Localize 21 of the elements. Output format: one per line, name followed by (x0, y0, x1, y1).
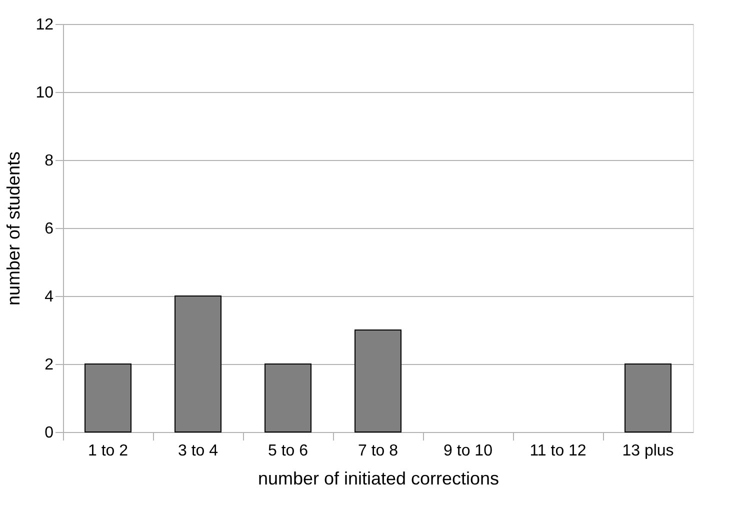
bar (264, 364, 312, 432)
y-tick-label: 4 (44, 288, 54, 306)
y-tick-label: 6 (44, 220, 54, 238)
bar (174, 296, 222, 432)
bar (84, 364, 132, 432)
y-axis-title: number of students (4, 151, 24, 306)
x-axis-title: number of initiated corrections (258, 468, 500, 488)
y-tick-label: 0 (44, 424, 54, 442)
x-tick-label: 13 plus (622, 442, 674, 460)
bar (354, 330, 402, 432)
x-tick-label: 1 to 2 (88, 442, 128, 460)
y-tick-label: 12 (36, 16, 54, 34)
x-tick-label: 11 to 12 (530, 442, 586, 460)
y-tick-label: 8 (44, 152, 54, 170)
x-tick-label: 3 to 4 (178, 442, 218, 460)
y-tick-label: 2 (44, 356, 54, 374)
bar (624, 364, 672, 432)
y-tick-label: 10 (36, 84, 54, 102)
x-tick-label: 7 to 8 (358, 442, 398, 460)
x-tick-label: 9 to 10 (444, 442, 493, 460)
x-tick-label: 5 to 6 (268, 442, 308, 460)
